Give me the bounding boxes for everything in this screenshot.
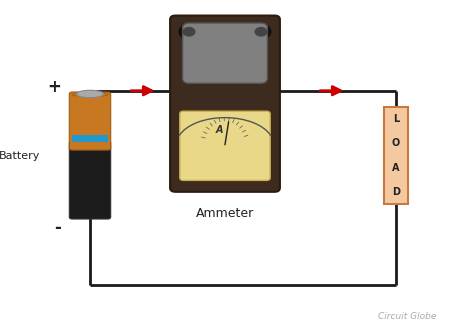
Text: A: A xyxy=(216,125,223,135)
Text: L: L xyxy=(393,114,399,124)
FancyBboxPatch shape xyxy=(180,111,270,180)
Circle shape xyxy=(183,28,195,36)
Ellipse shape xyxy=(72,93,108,97)
Text: O: O xyxy=(392,138,400,148)
Text: -: - xyxy=(54,219,61,237)
FancyBboxPatch shape xyxy=(383,107,409,204)
Circle shape xyxy=(255,28,267,36)
Circle shape xyxy=(179,25,199,39)
Circle shape xyxy=(251,25,271,39)
Text: D: D xyxy=(392,187,400,197)
FancyBboxPatch shape xyxy=(69,141,111,219)
Text: Circuit Globe: Circuit Globe xyxy=(378,312,436,321)
FancyBboxPatch shape xyxy=(69,92,111,150)
Bar xyxy=(72,135,108,142)
Ellipse shape xyxy=(76,90,104,98)
Text: +: + xyxy=(47,78,61,97)
FancyBboxPatch shape xyxy=(183,23,267,83)
FancyBboxPatch shape xyxy=(170,16,280,192)
Text: Ammeter: Ammeter xyxy=(196,207,254,220)
Text: A: A xyxy=(392,163,400,173)
Text: Battery: Battery xyxy=(0,151,40,160)
